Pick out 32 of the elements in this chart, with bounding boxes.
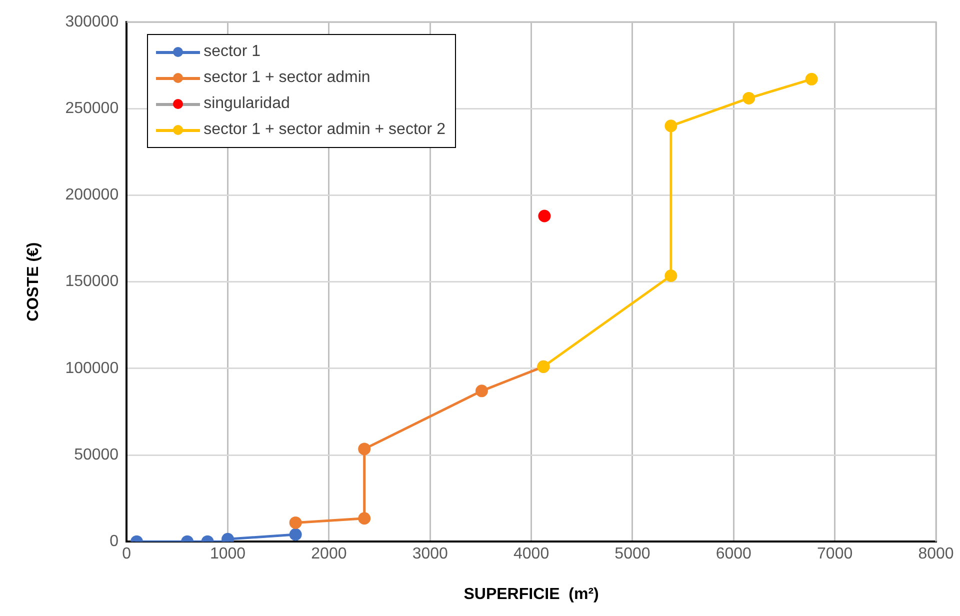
y-tick-label: 0 [110,533,119,550]
legend-label: sector 1 [204,43,260,61]
x-tick-label: 8000 [918,546,954,563]
y-axis-title: COSTE (€) [25,242,42,322]
x-tick-label: 5000 [614,546,650,563]
x-tick-label: 6000 [716,546,752,563]
x-tick-label: 7000 [817,546,853,563]
y-tick-label: 300000 [65,13,119,30]
legend-label: singularidad [204,95,290,113]
legend-label: sector 1 + sector admin [204,69,370,87]
legend-label: sector 1 + sector admin + sector 2 [204,121,446,139]
y-tick-label: 50000 [74,446,119,464]
point [289,528,302,541]
x-tick-label: 4000 [514,546,550,563]
point [358,442,371,456]
y-tick-label: 200000 [65,186,119,204]
y-tick-label: 250000 [65,100,119,118]
point [538,210,551,222]
x-tick-label: 0 [122,546,132,563]
point [664,269,678,282]
x-tick-label: 3000 [412,546,448,563]
y-tick-label: 150000 [65,273,119,290]
x-tick-label: 2000 [311,546,347,563]
point [664,120,678,132]
point [475,384,488,398]
x-axis-title: SUPERFICIE (m²) [464,586,599,603]
point [742,92,756,104]
point [805,72,818,86]
point [358,512,371,525]
y-tick-label: 100000 [65,360,119,377]
point [289,516,302,529]
x-tick-label: 1000 [210,546,246,563]
